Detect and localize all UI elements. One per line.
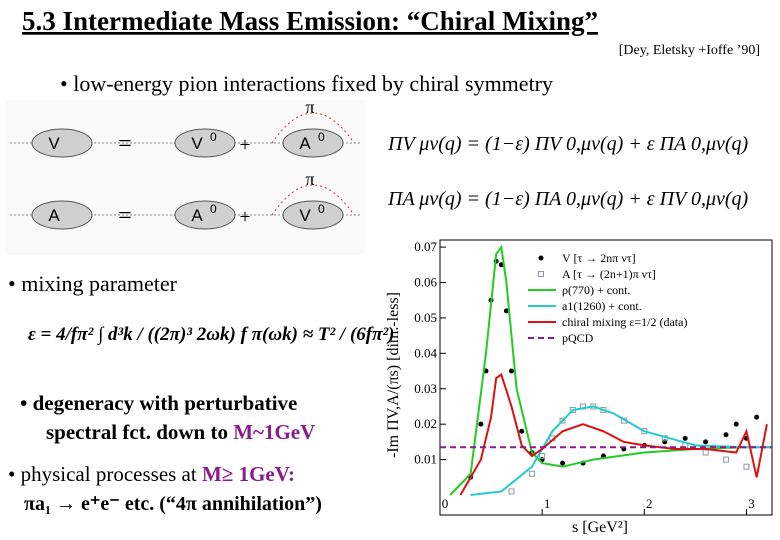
- legend-label: pQCD: [562, 331, 594, 345]
- bullet-line: πa₁ → e⁺e⁻ etc. (“4π annihilation”): [24, 493, 322, 515]
- data-point: [723, 432, 729, 438]
- legend-label: chiral mixing ε=1/2 (data): [562, 315, 687, 329]
- title: 5.3 Intermediate Mass Emission: “Chiral …: [22, 6, 598, 36]
- label: V: [191, 134, 203, 153]
- label: V: [48, 134, 60, 153]
- series-line: [449, 244, 772, 496]
- data-point: [733, 421, 739, 427]
- y-tick-label: 0.01: [414, 452, 437, 467]
- plus: +: [239, 134, 250, 156]
- label: A: [48, 206, 60, 225]
- self-energy: [282, 128, 344, 158]
- formula: ε = 4/fπ² ∫ d³k / ((2π)³ 2ωk) f π(ωk) ≈ …: [28, 324, 395, 346]
- bullet-line: spectral fct. down to M~1GeV: [46, 420, 315, 444]
- label: V: [299, 206, 311, 225]
- pion: π: [305, 169, 314, 189]
- highlight: M~1GeV: [233, 420, 315, 444]
- x-tick-label: 2: [646, 496, 653, 511]
- superscript: 0: [318, 202, 325, 216]
- y-tick-label: 0.06: [414, 275, 437, 290]
- data-point: [559, 417, 566, 424]
- equals: =: [118, 131, 132, 157]
- legend-label: A [τ → (2n+1)π ντ]: [562, 267, 656, 281]
- self-energy: [31, 128, 93, 158]
- data-point: [528, 470, 535, 477]
- diagrams: V V 0 A 0= +πA A 0 V 0= +π: [10, 97, 360, 230]
- data-point: [560, 460, 566, 466]
- bullet: • physical processes at M≥ 1GeV:: [8, 462, 295, 486]
- equals: =: [118, 203, 132, 229]
- self-energy: [31, 200, 93, 230]
- x-tick-label: 3: [748, 496, 755, 511]
- y-axis-label: -Im ΠV,A/(πs) [dim.-less]: [385, 292, 402, 458]
- pion: π: [305, 97, 314, 117]
- data-point: [478, 421, 484, 427]
- y-tick-label: 0.03: [414, 381, 437, 396]
- label: A: [299, 134, 311, 153]
- highlight: M≥ 1GeV:: [202, 462, 295, 486]
- x-axis-label: s [GeV²]: [572, 519, 628, 536]
- data-point: [539, 453, 546, 460]
- superscript: 0: [210, 202, 217, 216]
- legend-label: V [τ → 2nπ ντ]: [562, 251, 636, 265]
- superscript: 0: [318, 130, 325, 144]
- bullet: • low-energy pion interactions fixed by …: [60, 71, 553, 96]
- plot-frame: [439, 239, 773, 516]
- y-tick-label: 0.07: [414, 239, 437, 254]
- equation: ΠA μν(q) = (1−ε) ΠA 0,μν(q) + ε ΠV 0,μν(…: [387, 188, 749, 210]
- legend-label: ρ(770) + cont.: [562, 283, 630, 297]
- x-tick-label: 1: [544, 496, 551, 511]
- data-point: [519, 428, 525, 434]
- data-point: [703, 439, 709, 445]
- data-point: [723, 456, 730, 463]
- data-point: [662, 439, 668, 445]
- self-energy: [282, 200, 344, 230]
- chart: 0.01 0.02 0.03 0.04 0.05 0.06 0.07 0 1 2 3 s [GeV²]…: [385, 239, 773, 536]
- data-point: [682, 435, 688, 441]
- bullet: • degeneracy with perturbative: [20, 391, 297, 415]
- legend-label: a1(1260) + cont.: [562, 299, 642, 313]
- data-point: [509, 368, 515, 374]
- pion-loop: [271, 112, 355, 144]
- data-point: [754, 414, 760, 420]
- bullet: • mixing parameter: [8, 271, 178, 296]
- data-point: [503, 308, 509, 314]
- self-energy: [174, 128, 236, 158]
- superscript: 0: [210, 130, 217, 144]
- x-tick-label: 0: [442, 496, 449, 511]
- y-tick-label: 0.05: [414, 310, 437, 325]
- data-point: [702, 449, 709, 456]
- data-point: [743, 463, 750, 470]
- y-tick-label: 0.04: [414, 345, 437, 360]
- equation: ΠV μν(q) = (1−ε) ΠV 0,μν(q) + ε ΠA 0,μν(…: [387, 133, 749, 155]
- pion-loop: [271, 184, 355, 216]
- series-line: [459, 372, 768, 496]
- data-point: [508, 488, 515, 495]
- self-energy: [174, 200, 236, 230]
- reference: [Dey, Eletsky +Ioffe ’90]: [619, 43, 760, 58]
- legend-marker: [538, 271, 544, 277]
- text: spectral fct. down to: [46, 420, 233, 444]
- label: A: [191, 206, 203, 225]
- series-line: [470, 405, 772, 496]
- y-tick-label: 0.02: [414, 416, 437, 431]
- legend-marker: [538, 255, 544, 261]
- text: • physical processes at: [8, 462, 202, 486]
- data-point: [498, 262, 504, 268]
- plus: +: [239, 206, 250, 228]
